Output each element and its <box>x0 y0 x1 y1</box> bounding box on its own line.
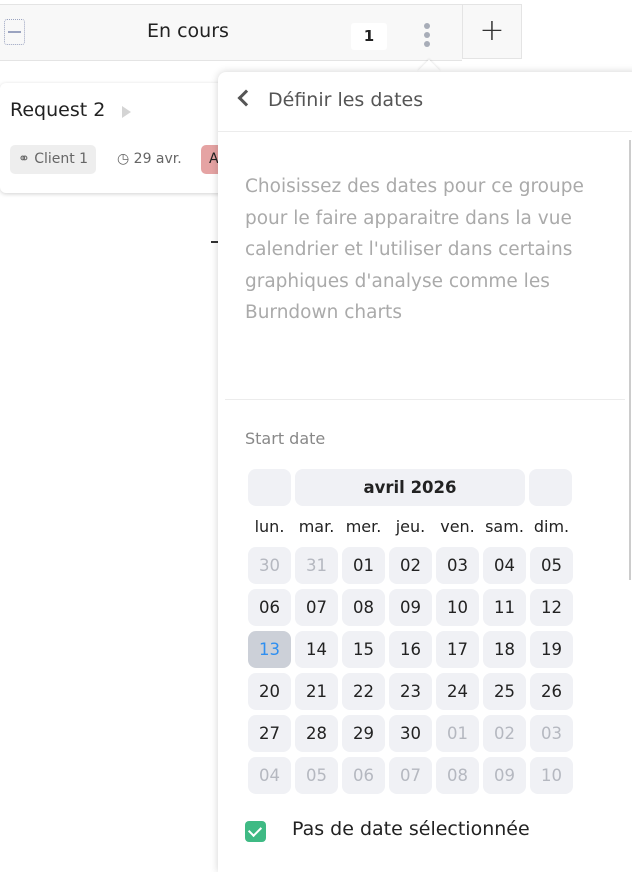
due-date: ◷ 29 avr. <box>117 151 182 167</box>
calendar-day[interactable]: 16 <box>389 631 432 668</box>
clock-icon: ◷ <box>117 151 134 167</box>
calendar-day[interactable]: 02 <box>389 547 432 584</box>
set-dates-popover: Définir les dates Choisissez des dates p… <box>218 72 632 872</box>
prev-month-button[interactable] <box>248 469 291 506</box>
calendar-day[interactable]: 01 <box>436 715 479 752</box>
calendar-day[interactable]: 08 <box>342 589 385 626</box>
weekday-label: dim. <box>533 517 570 536</box>
description: Choisissez des dates pour ce groupe pour… <box>245 176 584 323</box>
weekday-label: mer. <box>345 517 382 536</box>
column-header: En cours 1 <box>0 4 462 61</box>
calendar-day[interactable]: 29 <box>342 715 385 752</box>
calendar-day[interactable]: 24 <box>436 673 479 710</box>
calendar-day[interactable]: 13 <box>248 631 291 668</box>
divider <box>225 399 625 400</box>
divider <box>211 241 219 243</box>
chevron-left-icon[interactable] <box>237 89 255 107</box>
client-label: Client 1 <box>34 151 89 167</box>
link-icon: ⚭ <box>18 151 35 167</box>
card-title: Request 2 <box>10 99 106 121</box>
calendar-day[interactable]: 05 <box>530 547 573 584</box>
no-date-label: Pas de date sélectionnée <box>292 818 530 840</box>
calendar-day[interactable]: 08 <box>436 757 479 794</box>
weekday-label: lun. <box>254 517 285 536</box>
collapse-column-button[interactable] <box>4 19 25 45</box>
calendar-day[interactable]: 22 <box>342 673 385 710</box>
no-date-checkbox[interactable] <box>245 821 266 842</box>
calendar-day[interactable]: 04 <box>248 757 291 794</box>
item-count-badge: 1 <box>351 23 387 50</box>
play-icon[interactable] <box>122 106 131 118</box>
calendar-day[interactable]: 17 <box>436 631 479 668</box>
calendar-day[interactable]: 18 <box>483 631 526 668</box>
calendar-day[interactable]: 06 <box>342 757 385 794</box>
calendar-day[interactable]: 27 <box>248 715 291 752</box>
calendar-day[interactable]: 19 <box>530 631 573 668</box>
column-title: En cours <box>147 20 229 42</box>
weekday-label: ven. <box>440 517 475 536</box>
month-title[interactable]: avril 2026 <box>295 469 525 506</box>
calendar-day[interactable]: 02 <box>483 715 526 752</box>
calendar-day[interactable]: 12 <box>530 589 573 626</box>
calendar-day[interactable]: 04 <box>483 547 526 584</box>
calendar-day[interactable]: 09 <box>483 757 526 794</box>
calendar-day[interactable]: 20 <box>248 673 291 710</box>
calendar-day[interactable]: 07 <box>389 757 432 794</box>
calendar-day[interactable]: 10 <box>530 757 573 794</box>
calendar-day[interactable]: 01 <box>342 547 385 584</box>
client-chip[interactable]: ⚭ Client 1 <box>10 145 97 174</box>
add-column-button[interactable]: + <box>462 4 522 59</box>
calendar-day[interactable]: 03 <box>530 715 573 752</box>
more-options-icon[interactable] <box>424 23 432 49</box>
popover-header: Définir les dates <box>218 72 632 132</box>
calendar-day[interactable]: 31 <box>295 547 338 584</box>
calendar-day[interactable]: 05 <box>295 757 338 794</box>
calendar-day[interactable]: 28 <box>295 715 338 752</box>
weekday-label: sam. <box>485 517 524 536</box>
calendar-day[interactable]: 14 <box>295 631 338 668</box>
calendar-day[interactable]: 15 <box>342 631 385 668</box>
weekday-label: jeu. <box>395 517 426 536</box>
calendar-day[interactable]: 11 <box>483 589 526 626</box>
next-month-button[interactable] <box>529 469 572 506</box>
calendar-day[interactable]: 26 <box>530 673 573 710</box>
calendar-day[interactable]: 25 <box>483 673 526 710</box>
calendar-day[interactable]: 06 <box>248 589 291 626</box>
calendar-day[interactable]: 30 <box>248 547 291 584</box>
calendar-day[interactable]: 30 <box>389 715 432 752</box>
scrollbar[interactable] <box>629 140 631 580</box>
calendar-day[interactable]: 03 <box>436 547 479 584</box>
calendar-day[interactable]: 21 <box>295 673 338 710</box>
start-date-label: Start date <box>245 429 326 448</box>
popover-title: Définir les dates <box>268 89 424 111</box>
calendar-day[interactable]: 23 <box>389 673 432 710</box>
calendar-day[interactable]: 07 <box>295 589 338 626</box>
calendar-day[interactable]: 10 <box>436 589 479 626</box>
weekday-label: mar. <box>298 517 335 536</box>
task-card[interactable]: Request 2 ⚭ Client 1 ◷ 29 avr. A <box>0 83 241 193</box>
calendar-day[interactable]: 09 <box>389 589 432 626</box>
due-label: 29 avr. <box>133 151 182 167</box>
